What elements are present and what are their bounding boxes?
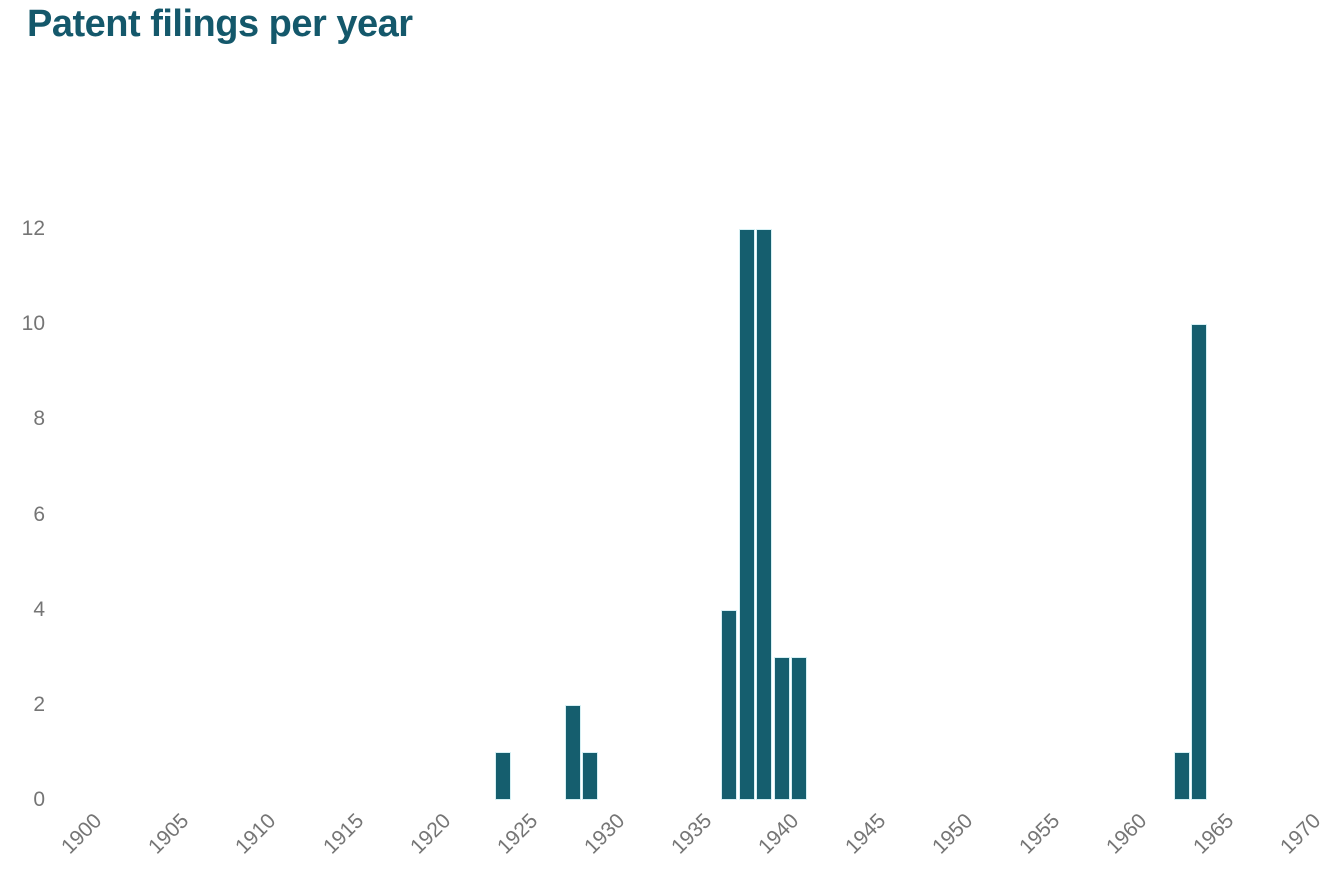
x-axis-tick-label: 1940 <box>753 809 804 859</box>
x-axis-tick-label: 1970 <box>1276 809 1326 859</box>
y-axis-tick-label: 2 <box>33 692 45 716</box>
bar-1924[interactable] <box>494 752 511 800</box>
bar-1938[interactable] <box>738 229 755 800</box>
x-axis-tick-label: 1945 <box>840 809 891 859</box>
bar-1929[interactable] <box>581 752 598 800</box>
x-axis-tick-label: 1965 <box>1189 809 1239 859</box>
x-axis-tick-label: 1915 <box>318 809 368 859</box>
y-axis-tick-label: 0 <box>33 788 45 811</box>
x-axis-tick-label: 1950 <box>927 809 978 859</box>
y-axis-tick-label: 6 <box>33 502 45 526</box>
x-axis-tick-label: 1925 <box>492 809 542 859</box>
y-axis-tick-label: 4 <box>33 597 45 621</box>
x-axis-tick-label: 1930 <box>579 809 629 859</box>
y-axis-tick-label: 10 <box>21 312 45 336</box>
bar-1937[interactable] <box>721 609 738 800</box>
y-axis-tick-label: 12 <box>21 217 45 241</box>
x-axis-tick-label: 1960 <box>1101 809 1152 859</box>
bar-1963[interactable] <box>1173 752 1190 800</box>
bar-1939[interactable] <box>756 229 773 800</box>
y-axis-tick-label: 8 <box>33 407 45 431</box>
x-axis-tick-label: 1900 <box>57 809 107 859</box>
bar-1941[interactable] <box>790 657 807 800</box>
x-axis-tick-label: 1920 <box>405 809 455 859</box>
bar-1928[interactable] <box>564 704 581 800</box>
x-axis-tick-label: 1905 <box>144 809 194 859</box>
bar-1940[interactable] <box>773 657 790 800</box>
x-axis-tick-label: 1910 <box>231 809 281 859</box>
chart-title: Patent filings per year <box>27 3 413 45</box>
x-axis-tick-label: 1935 <box>666 809 716 859</box>
x-axis-tick-label: 1955 <box>1014 809 1065 859</box>
bar-1964[interactable] <box>1191 324 1208 800</box>
